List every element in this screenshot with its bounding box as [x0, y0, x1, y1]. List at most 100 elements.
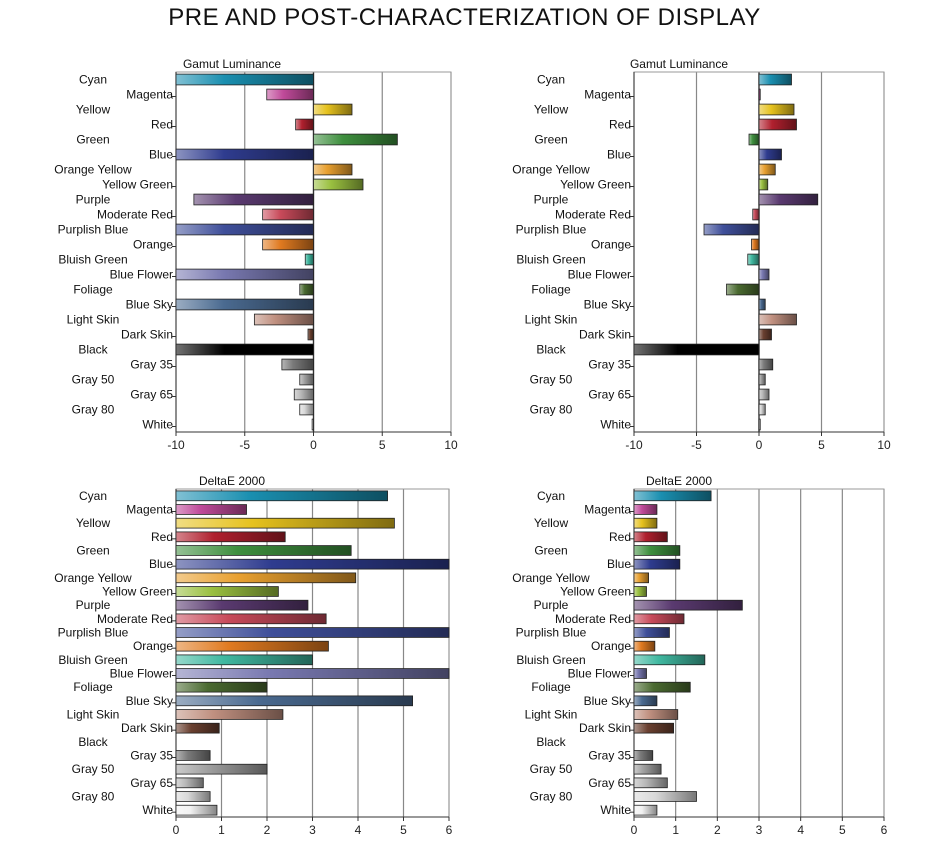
chart4-bar-purplish-blue: [633, 627, 670, 638]
chart1-bar-gray-80: [299, 403, 314, 416]
chart1-category-label: Gray 65: [130, 388, 173, 402]
chart1-category-label: Bluish Green: [58, 253, 127, 267]
chart4-bar-light-skin: [633, 709, 679, 720]
chart3-bar-green: [175, 545, 352, 556]
chart2-category-label: Gray 50: [530, 373, 573, 387]
chart4-category-label: Magenta: [584, 503, 631, 517]
chart4-bar-yellow-green: [633, 586, 647, 597]
chart3-category-label: Gray 80: [72, 790, 115, 804]
chart4-category-label: Gray 80: [530, 790, 573, 804]
chart4-bar-gray-35: [633, 750, 654, 761]
chart1-category-label: Light Skin: [67, 313, 120, 327]
chart1-category-label: Purple: [76, 193, 111, 207]
chart4-x-tick-label: 4: [797, 823, 804, 837]
chart4-category-label: Light Skin: [525, 708, 578, 722]
chart3-category-label: Red: [151, 530, 173, 544]
chart1-category-label: Gray 50: [72, 373, 115, 387]
chart1-category-label: Yellow Green: [102, 178, 173, 192]
chart4-category-label: Foliage: [531, 680, 571, 694]
chart1-bar-gray-65: [293, 388, 314, 401]
chart4-x-tick-label: 6: [881, 823, 888, 837]
chart3-bar-gray-50: [175, 763, 268, 775]
chart2-category-label: Gray 65: [588, 388, 631, 402]
chart3-category-label: Gray 35: [130, 749, 173, 763]
chart3-x-tick-label: 2: [264, 823, 271, 837]
chart4-bar-blue: [633, 558, 681, 570]
chart3-bar-dark-skin: [175, 722, 220, 734]
chart2-bar-purplish-blue: [703, 223, 760, 236]
chart3-category-label: Purplish Blue: [58, 626, 129, 640]
chart3-bar-blue-sky: [175, 695, 414, 707]
chart1-bar-black: [175, 343, 314, 356]
chart2-bar-moderate-red: [752, 208, 760, 221]
chart2-category-label: Gray 35: [588, 358, 631, 372]
chart3-bar-white: [175, 804, 218, 816]
chart2-category-label: Red: [609, 118, 631, 132]
chart4-bar-orange-yellow: [633, 572, 649, 584]
chart1-category-label: Gray 80: [72, 403, 115, 417]
chart1-bar-gray-50: [299, 373, 314, 386]
chart3-x-tick-label: 0: [173, 823, 180, 837]
chart3-title: DeltaE 2000: [199, 474, 265, 488]
page-title: PRE AND POST-CHARACTERIZATION OF DISPLAY: [168, 4, 761, 31]
chart2-category-label: Magenta: [584, 88, 631, 102]
chart3-category-label: Orange: [133, 639, 173, 653]
chart2-category-label: Yellow Green: [560, 178, 631, 192]
chart3-category-label: White: [142, 803, 173, 817]
chart3-bar-yellow: [175, 517, 395, 529]
chart4-category-label: Blue Flower: [568, 667, 631, 681]
chart2-bar-yellow: [758, 103, 795, 116]
chart1-bar-blue-flower: [175, 268, 314, 281]
chart1-bar-magenta: [266, 88, 314, 101]
chart3-x-tick-label: 3: [309, 823, 316, 837]
chart3-category-label: Gray 50: [72, 762, 115, 776]
chart4-bar-yellow: [633, 517, 658, 529]
chart4-category-label: Orange: [591, 639, 631, 653]
chart1-x-tick-label: -5: [239, 438, 250, 452]
chart2-category-label: Orange Yellow: [512, 163, 590, 177]
chart1-bar-moderate-red: [262, 208, 314, 221]
chart2-category-label: Blue Flower: [568, 268, 631, 282]
chart3-x-tick-label: 1: [218, 823, 225, 837]
chart3-category-label: Purple: [76, 598, 111, 612]
chart3-bar-red: [175, 531, 286, 543]
chart2-bar-magenta: [758, 88, 761, 101]
chart1-category-label: Orange Yellow: [54, 163, 132, 177]
chart2-category-label: Purple: [534, 193, 569, 207]
chart1-category-label: Dark Skin: [121, 328, 173, 342]
chart4-x-tick-label: 0: [631, 823, 638, 837]
chart4-x-tick-label: 3: [756, 823, 763, 837]
chart1-bar-white: [311, 418, 314, 431]
chart3-x-tick-label: 6: [446, 823, 453, 837]
chart3-category-label: Light Skin: [67, 708, 120, 722]
chart2-bar-gray-80: [758, 403, 766, 416]
chart3-category-label: Dark Skin: [121, 721, 173, 735]
chart2-bar-light-skin: [758, 313, 797, 326]
chart1-x-tick-label: 10: [444, 438, 458, 452]
chart2-category-label: Gray 80: [530, 403, 573, 417]
chart4-bar-moderate-red: [633, 613, 685, 625]
chart2-bar-blue-sky: [758, 298, 766, 311]
chart2-x-tick-label: 5: [818, 438, 825, 452]
chart4-bar-gray-80: [633, 791, 697, 802]
chart3-category-label: Yellow Green: [102, 585, 173, 599]
chart4-category-label: Purple: [534, 598, 569, 612]
chart4-title: DeltaE 2000: [646, 474, 712, 488]
chart4-category-label: Blue: [607, 557, 631, 571]
chart4-bar-bluish-green: [633, 654, 706, 666]
chart2-bar-blue: [758, 148, 782, 161]
chart3-bar-orange: [175, 640, 329, 652]
chart2-bar-red: [758, 118, 797, 131]
chart2-category-label: Yellow: [534, 103, 569, 117]
chart3-category-label: Black: [78, 735, 108, 749]
chart2-x-tick-label: 10: [877, 438, 891, 452]
chart2-category-label: Cyan: [537, 73, 565, 87]
chart4-category-label: Yellow: [534, 516, 569, 530]
chart4-category-label: Cyan: [537, 489, 565, 503]
chart4-bar-dark-skin: [633, 722, 674, 734]
chart3-bar-cyan: [175, 490, 388, 502]
chart4-bar-blue-flower: [633, 668, 647, 679]
chart1-category-label: Red: [151, 118, 173, 132]
chart3-category-label: Orange Yellow: [54, 571, 132, 585]
